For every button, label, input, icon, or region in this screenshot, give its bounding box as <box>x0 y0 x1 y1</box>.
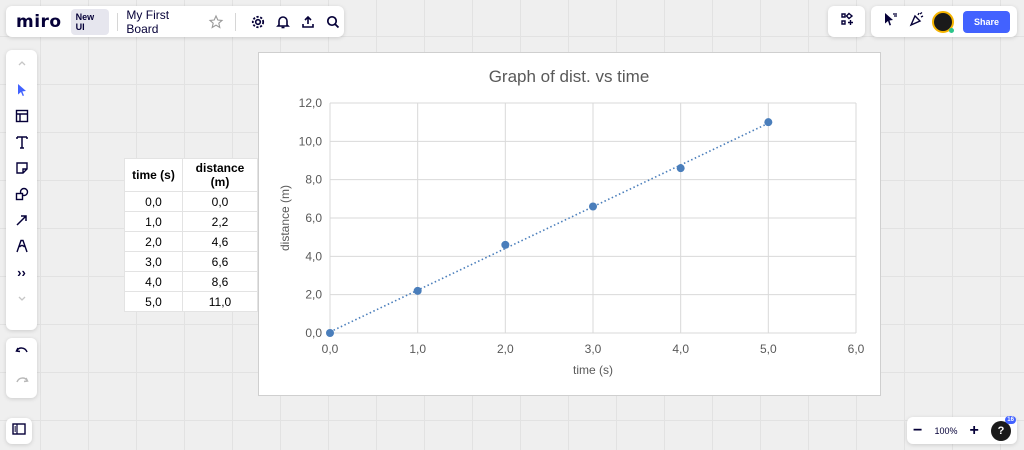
avatar[interactable] <box>932 10 954 33</box>
data-point <box>589 202 597 211</box>
table-cell[interactable]: 0,0 <box>124 191 183 212</box>
y-tick-label: 0,0 <box>305 326 322 340</box>
x-tick-label: 1,0 <box>409 342 426 356</box>
grid <box>329 102 857 334</box>
table-cell[interactable]: 6,6 <box>182 251 258 272</box>
divider <box>234 12 236 31</box>
apps-icon[interactable] <box>839 11 855 32</box>
data-point <box>764 118 773 127</box>
undo-icon[interactable] <box>14 343 30 364</box>
data-point <box>413 286 422 295</box>
table-cell[interactable]: 2,2 <box>182 211 258 232</box>
collapse-down-icon[interactable] <box>10 286 34 310</box>
text-icon[interactable] <box>10 130 34 154</box>
zoom-level[interactable]: 100% <box>934 425 958 436</box>
data-point <box>326 329 334 337</box>
zoom-in-button[interactable]: + <box>969 421 979 439</box>
table-header-row: time (s) distance (m) <box>124 158 258 192</box>
table-row: 2,0 4,6 <box>124 231 258 252</box>
zoom-out-button[interactable]: − <box>913 421 923 439</box>
data-table[interactable]: time (s) distance (m) 0,0 0,0 1,0 2,2 2,0 4… <box>124 158 258 312</box>
cursor-icon[interactable] <box>882 11 898 32</box>
bell-icon[interactable] <box>273 11 294 33</box>
board-name[interactable]: My First Board <box>126 7 170 36</box>
table-row: 4,0 8,6 <box>124 271 258 292</box>
scatter-chart: Graph of dist. vs time 0,0 1,0 2,0 3,0 4,0 5,… <box>278 67 865 377</box>
table-cell[interactable]: 3,0 <box>124 251 183 272</box>
sticky-note-icon[interactable] <box>10 156 34 180</box>
share-button[interactable]: Share <box>962 10 1010 33</box>
table-cell[interactable]: 8,6 <box>182 271 258 292</box>
history-toolbar <box>6 338 37 398</box>
arrow-icon[interactable] <box>10 208 34 232</box>
y-tick-label: 12,0 <box>299 96 323 110</box>
redo-icon[interactable] <box>14 373 30 394</box>
y-tick-label: 2,0 <box>305 288 322 302</box>
x-tick-label: 4,0 <box>672 342 689 356</box>
x-tick-label: 2,0 <box>497 342 514 356</box>
help-button[interactable]: ? 16 <box>990 415 1016 441</box>
x-tick-label: 5,0 <box>760 342 777 356</box>
left-toolbar: ›› <box>6 50 37 330</box>
zoom-controls: − 100% + ? 16 <box>907 415 1017 444</box>
x-tick-label: 0,0 <box>322 342 339 356</box>
apps-panel <box>828 6 865 37</box>
y-tick-label: 10,0 <box>299 134 323 148</box>
divider <box>117 12 119 31</box>
table-cell[interactable]: 11,0 <box>182 291 258 312</box>
star-icon[interactable] <box>205 11 226 33</box>
collapse-up-icon[interactable] <box>10 52 34 76</box>
tick-labels: 0,0 1,0 2,0 3,0 4,0 5,0 6,0 0,0 2,0 4,0 6,0 8,0 10,0… <box>299 96 865 356</box>
table-cell[interactable]: 4,0 <box>124 271 183 292</box>
column-header[interactable]: distance (m) <box>182 158 258 192</box>
pen-icon[interactable] <box>10 234 34 258</box>
upload-icon[interactable] <box>298 11 319 33</box>
miro-logo[interactable]: miro <box>16 11 62 32</box>
table-cell[interactable]: 4,6 <box>182 231 258 252</box>
sidebar-toggle-icon <box>11 421 27 442</box>
data-point <box>676 164 685 173</box>
board-panel-toggle[interactable] <box>6 418 32 444</box>
table-row: 3,0 6,6 <box>124 251 258 272</box>
template-icon[interactable] <box>10 104 34 128</box>
shapes-icon[interactable] <box>10 182 34 206</box>
notification-badge: 16 <box>1005 415 1016 424</box>
x-axis-label: time (s) <box>573 363 613 377</box>
table-cell[interactable]: 0,0 <box>182 191 258 212</box>
new-ui-badge[interactable]: New UI <box>70 8 110 35</box>
data-points <box>326 118 773 337</box>
gear-icon[interactable] <box>247 11 268 33</box>
table-cell[interactable]: 2,0 <box>124 231 183 252</box>
trendline <box>329 122 769 333</box>
select-icon[interactable] <box>10 78 34 102</box>
y-tick-label: 8,0 <box>305 173 322 187</box>
x-tick-label: 3,0 <box>585 342 602 356</box>
table-row: 5,0 11,0 <box>124 291 258 312</box>
help-icon: ? <box>997 424 1005 437</box>
board-header: miro New UI My First Board <box>6 6 344 37</box>
table-row: 0,0 0,0 <box>124 191 258 212</box>
collaboration-panel: Share <box>871 6 1017 37</box>
table-cell[interactable]: 1,0 <box>124 211 183 232</box>
chart-widget[interactable]: Graph of dist. vs time 0,0 1,0 2,0 3,0 4,0 5,… <box>258 52 881 396</box>
table-row: 1,0 2,2 <box>124 211 258 232</box>
more-icon[interactable]: ›› <box>17 264 26 280</box>
celebrate-icon[interactable] <box>909 11 925 32</box>
column-header[interactable]: time (s) <box>124 158 183 192</box>
chart-title: Graph of dist. vs time <box>489 67 650 86</box>
y-tick-label: 4,0 <box>305 249 322 263</box>
search-icon[interactable] <box>323 11 344 33</box>
y-axis-label: distance (m) <box>278 185 292 251</box>
table-cell[interactable]: 5,0 <box>124 291 183 312</box>
x-tick-label: 6,0 <box>848 342 865 356</box>
data-point <box>501 240 510 249</box>
y-tick-label: 6,0 <box>305 211 322 225</box>
